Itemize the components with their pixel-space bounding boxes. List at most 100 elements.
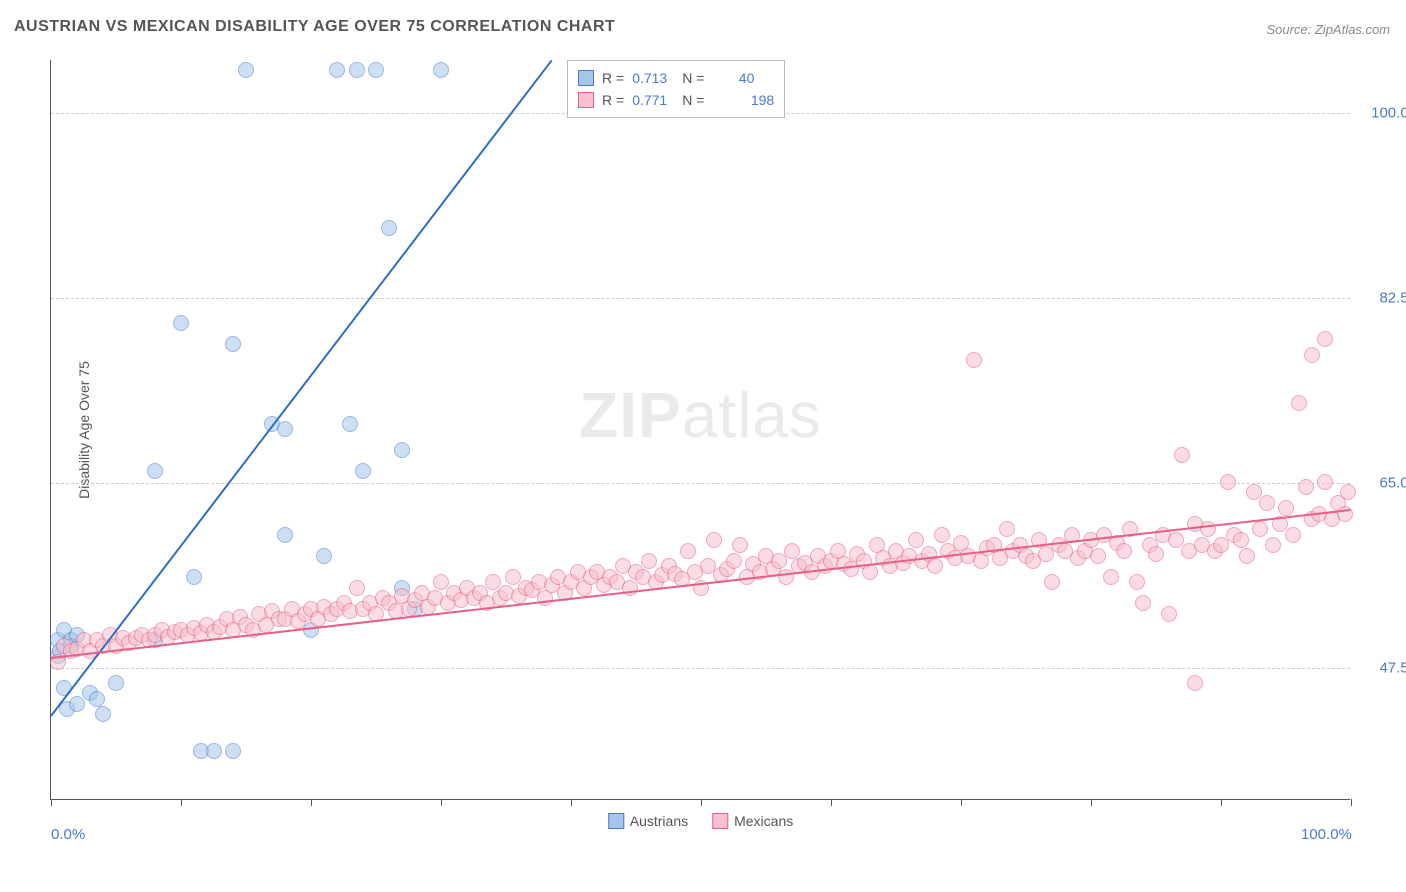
- data-point: [1161, 606, 1177, 622]
- n-label: N =: [682, 89, 724, 111]
- n-value-austrians: 40: [712, 67, 754, 89]
- data-point: [908, 532, 924, 548]
- data-point: [147, 463, 163, 479]
- plot-area: Disability Age Over 75 ZIPatlas R = 0.71…: [50, 60, 1350, 800]
- data-point: [1252, 521, 1268, 537]
- chart-title: AUSTRIAN VS MEXICAN DISABILITY AGE OVER …: [14, 18, 615, 36]
- data-point: [726, 553, 742, 569]
- data-point: [999, 521, 1015, 537]
- gridline: [51, 483, 1350, 484]
- watermark: ZIPatlas: [579, 378, 822, 452]
- data-point: [1265, 537, 1281, 553]
- data-point: [1239, 548, 1255, 564]
- data-point: [277, 421, 293, 437]
- data-point: [1291, 395, 1307, 411]
- data-point: [349, 62, 365, 78]
- data-point: [771, 553, 787, 569]
- data-point: [349, 580, 365, 596]
- data-point: [1090, 548, 1106, 564]
- stats-row-austrians: R = 0.713 N = 40: [578, 67, 774, 89]
- data-point: [1044, 574, 1060, 590]
- legend-label-mexicans: Mexicans: [734, 813, 793, 829]
- data-point: [706, 532, 722, 548]
- xtick: [1091, 799, 1092, 806]
- data-point: [1278, 500, 1294, 516]
- swatch-mexicans-icon: [712, 813, 728, 829]
- data-point: [69, 696, 85, 712]
- data-point: [1103, 569, 1119, 585]
- data-point: [1304, 347, 1320, 363]
- data-point: [206, 743, 222, 759]
- xtick: [441, 799, 442, 806]
- data-point: [186, 569, 202, 585]
- data-point: [329, 62, 345, 78]
- swatch-mexicans: [578, 92, 594, 108]
- data-point: [1298, 479, 1314, 495]
- xtick: [1351, 799, 1352, 806]
- swatch-austrians: [578, 70, 594, 86]
- xtick: [51, 799, 52, 806]
- xtick: [181, 799, 182, 806]
- data-point: [342, 416, 358, 432]
- r-value-austrians: 0.713: [632, 67, 674, 89]
- data-point: [1174, 447, 1190, 463]
- xtick: [571, 799, 572, 806]
- data-point: [778, 569, 794, 585]
- data-point: [1116, 543, 1132, 559]
- data-point: [225, 743, 241, 759]
- data-point: [966, 352, 982, 368]
- r-label: R =: [602, 67, 624, 89]
- r-value-mexicans: 0.771: [632, 89, 674, 111]
- data-point: [394, 442, 410, 458]
- n-value-mexicans: 198: [732, 89, 774, 111]
- source-label: Source: ZipAtlas.com: [1266, 22, 1390, 37]
- legend-label-austrians: Austrians: [630, 813, 688, 829]
- data-point: [934, 527, 950, 543]
- data-point: [277, 527, 293, 543]
- data-point: [368, 62, 384, 78]
- data-point: [1220, 474, 1236, 490]
- xtick: [961, 799, 962, 806]
- ytick-label: 82.5%: [1379, 289, 1406, 306]
- gridline: [51, 298, 1350, 299]
- data-point: [1285, 527, 1301, 543]
- legend-item-austrians: Austrians: [608, 813, 688, 829]
- data-point: [89, 691, 105, 707]
- data-point: [1129, 574, 1145, 590]
- data-point: [1233, 532, 1249, 548]
- regression-line: [51, 509, 1351, 659]
- data-point: [1340, 484, 1356, 500]
- xtick: [831, 799, 832, 806]
- bottom-legend: Austrians Mexicans: [608, 813, 794, 829]
- data-point: [355, 463, 371, 479]
- gridline: [51, 668, 1350, 669]
- data-point: [784, 543, 800, 559]
- data-point: [433, 62, 449, 78]
- data-point: [1259, 495, 1275, 511]
- stats-legend: R = 0.713 N = 40 R = 0.771 N = 198: [567, 60, 785, 118]
- data-point: [173, 315, 189, 331]
- xtick: [1221, 799, 1222, 806]
- data-point: [95, 706, 111, 722]
- data-point: [1317, 331, 1333, 347]
- data-point: [225, 336, 241, 352]
- stats-row-mexicans: R = 0.771 N = 198: [578, 89, 774, 111]
- ytick-label: 47.5%: [1379, 659, 1406, 676]
- data-point: [1135, 595, 1151, 611]
- data-point: [680, 543, 696, 559]
- data-point: [316, 548, 332, 564]
- legend-item-mexicans: Mexicans: [712, 813, 793, 829]
- data-point: [1187, 675, 1203, 691]
- ytick-label: 65.0%: [1379, 474, 1406, 491]
- data-point: [927, 558, 943, 574]
- data-point: [1317, 474, 1333, 490]
- data-point: [1148, 546, 1164, 562]
- r-label: R =: [602, 89, 624, 111]
- data-point: [238, 62, 254, 78]
- data-point: [732, 537, 748, 553]
- xtick: [701, 799, 702, 806]
- data-point: [641, 553, 657, 569]
- data-point: [381, 220, 397, 236]
- ytick-label: 100.0%: [1371, 104, 1406, 121]
- xtick: [311, 799, 312, 806]
